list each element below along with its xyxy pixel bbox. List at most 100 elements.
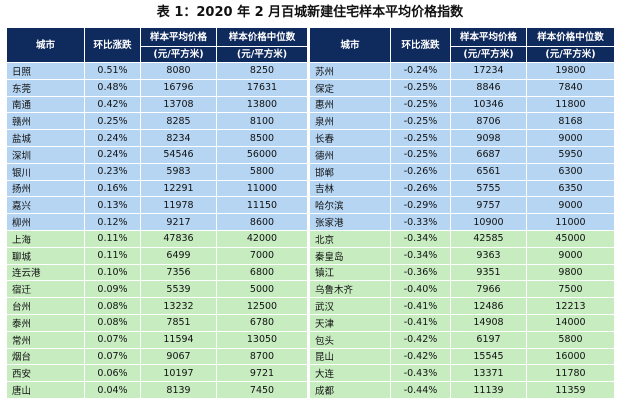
- avg-price-cell: 8139: [140, 381, 217, 399]
- avg-price-cell: 10197: [140, 364, 217, 383]
- change-cell: -0.25%: [390, 129, 451, 147]
- median-price-cell: 8700: [216, 347, 309, 366]
- avg-price-cell: 10346: [450, 95, 527, 114]
- city-cell: 日照: [6, 62, 85, 80]
- avg-price-cell: 6499: [140, 246, 217, 265]
- change-cell: 0.11%: [84, 229, 141, 248]
- change-cell: -0.29%: [390, 196, 451, 215]
- header-median-right: 样本价格中位数: [526, 27, 615, 47]
- median-price-cell: 5800: [216, 162, 309, 181]
- avg-price-cell: 8846: [450, 78, 527, 97]
- city-cell: 柳州: [6, 213, 85, 231]
- table-row: 柳州 0.12% 9217 8600 张家港 -0.33% 10900 11000: [6, 213, 615, 231]
- table-row: 唐山 0.04% 8139 7450 成都 -0.44% 11139 11359: [6, 381, 615, 399]
- header-row-1: 城市 环比涨跌 样本平均价格 样本价格中位数 城市 环比涨跌 样本平均价格 样本…: [6, 27, 615, 63]
- change-cell: -0.34%: [390, 229, 451, 248]
- avg-price-cell: 8080: [140, 62, 217, 80]
- median-price-cell: 19800: [526, 62, 615, 80]
- change-cell: 0.24%: [84, 145, 141, 164]
- change-cell: 0.51%: [84, 62, 141, 80]
- avg-price-cell: 7966: [450, 280, 527, 299]
- median-price-cell: 7000: [216, 246, 309, 265]
- change-cell: 0.48%: [84, 78, 141, 97]
- city-cell: 东莞: [6, 78, 85, 97]
- city-cell: 吉林: [307, 179, 391, 198]
- median-price-cell: 16000: [526, 347, 615, 366]
- avg-price-cell: 5983: [140, 162, 217, 181]
- change-cell: -0.34%: [390, 246, 451, 265]
- avg-price-cell: 5755: [450, 179, 527, 198]
- change-cell: 0.07%: [84, 347, 141, 366]
- avg-price-cell: 11139: [450, 381, 527, 399]
- table-row: 扬州 0.16% 12291 11000 吉林 -0.26% 5755 6350: [6, 179, 615, 198]
- table-row: 银川 0.23% 5983 5800 邯郸 -0.26% 6561 6300: [6, 162, 615, 181]
- change-cell: 0.23%: [84, 162, 141, 181]
- price-index-table: 城市 环比涨跌 样本平均价格 样本价格中位数 城市 环比涨跌 样本平均价格 样本…: [6, 27, 615, 399]
- table-row: 盐城 0.24% 8234 8500 长春 -0.25% 9098 9000: [6, 129, 615, 147]
- city-cell: 乌鲁木齐: [307, 280, 391, 299]
- table-body: 日照 0.51% 8080 8250 苏州 -0.24% 17234 19800 东莞 0.48%…: [6, 62, 615, 399]
- city-cell: 哈尔滨: [307, 196, 391, 215]
- avg-price-cell: 47836: [140, 229, 217, 248]
- avg-price-cell: 6687: [450, 145, 527, 164]
- change-cell: 0.11%: [84, 246, 141, 265]
- city-cell: 张家港: [307, 213, 391, 231]
- header-median-unit-left: (元/平方米): [216, 46, 309, 63]
- avg-price-cell: 17234: [450, 62, 527, 80]
- avg-price-cell: 9351: [450, 263, 527, 282]
- table-row: 常州 0.07% 11594 13050 包头 -0.42% 6197 5800: [6, 330, 615, 349]
- median-price-cell: 11000: [216, 179, 309, 198]
- change-cell: 0.13%: [84, 196, 141, 215]
- median-price-cell: 14000: [526, 313, 615, 332]
- median-price-cell: 11800: [526, 95, 615, 114]
- median-price-cell: 8250: [216, 62, 309, 80]
- change-cell: -0.25%: [390, 95, 451, 114]
- avg-price-cell: 12291: [140, 179, 217, 198]
- median-price-cell: 8100: [216, 112, 309, 131]
- city-cell: 唐山: [6, 381, 85, 399]
- median-price-cell: 56000: [216, 145, 309, 164]
- header-avg-left: 样本平均价格: [140, 27, 217, 47]
- header-change-left: 环比涨跌: [84, 27, 141, 63]
- table-row: 东莞 0.48% 16796 17631 保定 -0.25% 8846 7840: [6, 78, 615, 97]
- median-price-cell: 5800: [526, 330, 615, 349]
- city-cell: 连云港: [6, 263, 85, 282]
- avg-price-cell: 8234: [140, 129, 217, 147]
- median-price-cell: 9800: [526, 263, 615, 282]
- change-cell: 0.42%: [84, 95, 141, 114]
- median-price-cell: 11780: [526, 364, 615, 383]
- change-cell: -0.26%: [390, 179, 451, 198]
- avg-price-cell: 7356: [140, 263, 217, 282]
- avg-price-cell: 5539: [140, 280, 217, 299]
- header-avg-unit-right: (元/平方米): [450, 46, 527, 63]
- city-cell: 烟台: [6, 347, 85, 366]
- city-cell: 扬州: [6, 179, 85, 198]
- median-price-cell: 9000: [526, 129, 615, 147]
- city-cell: 台州: [6, 297, 85, 315]
- price-index-table-container: 城市 环比涨跌 样本平均价格 样本价格中位数 城市 环比涨跌 样本平均价格 样本…: [6, 27, 615, 399]
- table-row: 连云港 0.10% 7356 6800 镇江 -0.36% 9351 9800: [6, 263, 615, 282]
- table-row: 宿迁 0.09% 5539 5000 乌鲁木齐 -0.40% 7966 7500: [6, 280, 615, 299]
- city-cell: 常州: [6, 330, 85, 349]
- median-price-cell: 12500: [216, 297, 309, 315]
- city-cell: 赣州: [6, 112, 85, 131]
- change-cell: -0.25%: [390, 78, 451, 97]
- city-cell: 北京: [307, 229, 391, 248]
- change-cell: 0.24%: [84, 129, 141, 147]
- city-cell: 保定: [307, 78, 391, 97]
- city-cell: 聊城: [6, 246, 85, 265]
- avg-price-cell: 10900: [450, 213, 527, 231]
- median-price-cell: 5950: [526, 145, 615, 164]
- change-cell: -0.41%: [390, 313, 451, 332]
- table-row: 赣州 0.25% 8285 8100 泉州 -0.25% 8706 8168: [6, 112, 615, 131]
- header-row-2: (元/平方米) (元/平方米) (元/平方米) (元/平方米): [7, 46, 615, 63]
- table-row: 西安 0.06% 10197 9721 大连 -0.43% 13371 11780: [6, 364, 615, 383]
- table-row: 日照 0.51% 8080 8250 苏州 -0.24% 17234 19800: [6, 62, 615, 80]
- avg-price-cell: 16796: [140, 78, 217, 97]
- change-cell: -0.25%: [390, 145, 451, 164]
- change-cell: -0.42%: [390, 330, 451, 349]
- median-price-cell: 11000: [526, 213, 615, 231]
- table-row: 台州 0.08% 13232 12500 武汉 -0.41% 12486 12213: [6, 297, 615, 315]
- avg-price-cell: 7851: [140, 313, 217, 332]
- median-price-cell: 11359: [526, 381, 615, 399]
